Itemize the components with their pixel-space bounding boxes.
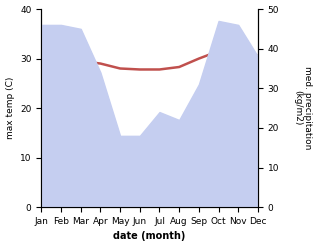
Y-axis label: med. precipitation
(kg/m2): med. precipitation (kg/m2): [293, 66, 313, 150]
Y-axis label: max temp (C): max temp (C): [5, 77, 15, 139]
X-axis label: date (month): date (month): [114, 231, 186, 242]
